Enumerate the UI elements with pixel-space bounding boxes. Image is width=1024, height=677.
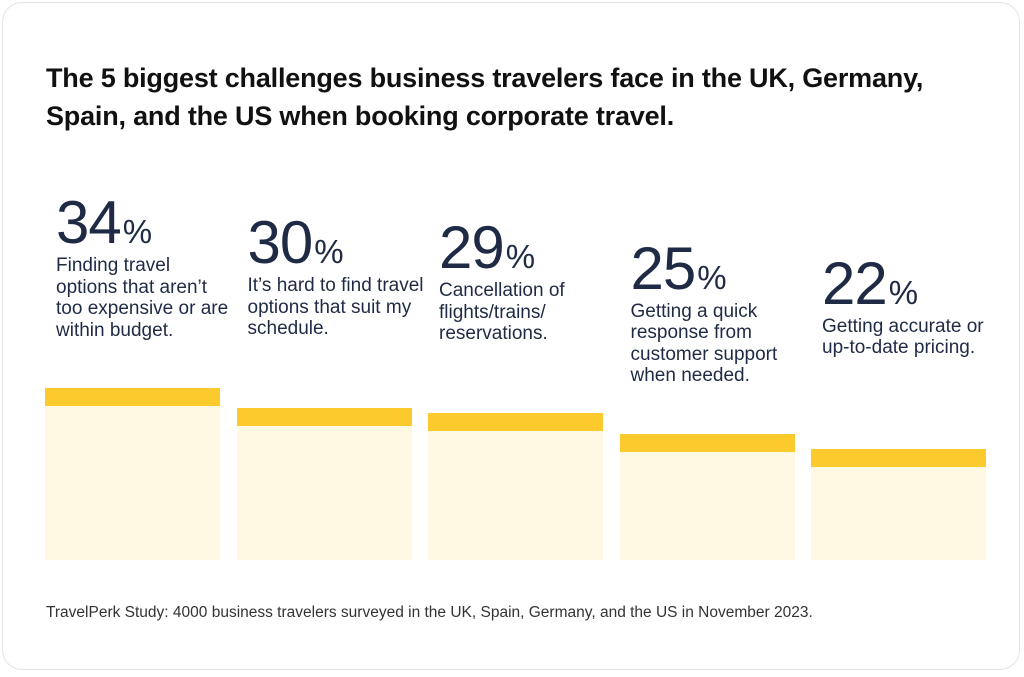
source-note: TravelPerk Study: 4000 business traveler… bbox=[46, 604, 813, 621]
value-number: 22 bbox=[822, 249, 888, 317]
value-label: 34% bbox=[56, 192, 234, 253]
bar-cap bbox=[236, 408, 412, 427]
bar-cap bbox=[45, 387, 220, 406]
bar-label-group: 30% It’s hard to find travel options that… bbox=[247, 213, 426, 340]
value-label: 25% bbox=[631, 238, 809, 299]
percent-symbol: % bbox=[122, 212, 153, 250]
category-description: Cancellation of flights/trains/ reservat… bbox=[439, 280, 565, 345]
value-number: 29 bbox=[439, 214, 505, 282]
bar-label-group: 34% Finding travel options that aren’t to… bbox=[56, 192, 234, 341]
percent-symbol: % bbox=[505, 238, 536, 276]
bar-29 bbox=[428, 413, 603, 560]
category-description: Finding travel options that aren’t too e… bbox=[56, 254, 229, 341]
bar-chart: 34% Finding travel options that aren’t to… bbox=[3, 3, 1024, 677]
value-number: 25 bbox=[630, 234, 697, 302]
value-label: 22% bbox=[822, 253, 1000, 314]
bar-cap bbox=[428, 413, 603, 432]
bar-label-group: 29% Cancellation of flights/trains/ reser… bbox=[439, 218, 617, 345]
bar-30 bbox=[236, 408, 412, 560]
bar-cap bbox=[619, 433, 795, 452]
bar-34 bbox=[45, 387, 220, 560]
category-description: Getting accurate or up-to-date pricing. bbox=[822, 315, 984, 359]
bar-cap bbox=[811, 448, 986, 467]
category-description: It’s hard to find travel options that su… bbox=[247, 275, 424, 340]
category-description: Getting a quick response from customer s… bbox=[630, 300, 778, 387]
percent-symbol: % bbox=[314, 233, 344, 271]
chart-title: The 5 biggest challenges business travel… bbox=[46, 63, 924, 131]
value-number: 34 bbox=[56, 188, 122, 256]
percent-symbol: % bbox=[888, 273, 919, 311]
bar-22 bbox=[811, 448, 986, 560]
value-number: 30 bbox=[247, 209, 314, 277]
value-label: 29% bbox=[439, 218, 617, 278]
bar-label-group: 22% Getting accurate or up-to-date pricin… bbox=[822, 253, 1000, 359]
percent-symbol: % bbox=[697, 258, 727, 296]
bar-25 bbox=[619, 433, 795, 560]
bar-label-group: 25% Getting a quick response from custome… bbox=[630, 238, 809, 387]
value-label: 30% bbox=[248, 213, 426, 273]
